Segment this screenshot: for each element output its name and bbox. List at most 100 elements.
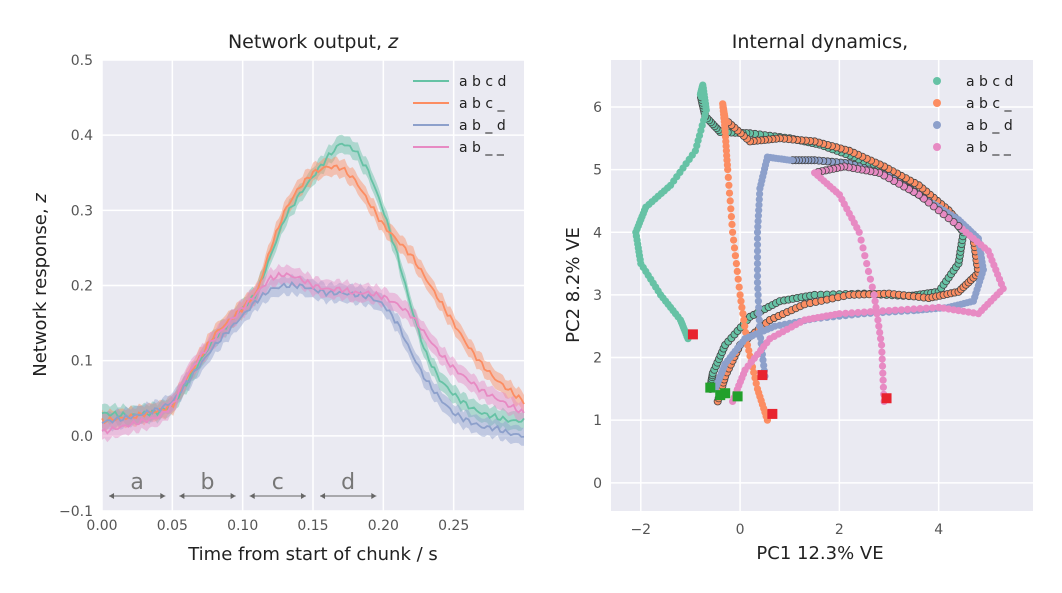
trajectory-point-a-b <box>891 306 899 314</box>
trajectory-point-a-b-c <box>736 291 744 299</box>
phase-label-d: d <box>341 470 355 495</box>
series-line-a-b <box>101 271 525 435</box>
legend-label-a-b-c-d: a b c d <box>966 74 1013 90</box>
left-x-tick-label: 0.20 <box>368 518 399 534</box>
trajectory-point-a-b-c <box>725 189 734 197</box>
trajectory-point-a-b-c <box>726 197 734 205</box>
trajectory-point-a-b-d <box>754 297 763 305</box>
right-tick-labels: −2 0 2 4 0 1 2 3 4 5 6 <box>593 100 943 538</box>
legend-label-a-b-c-d: a b c d <box>459 74 506 90</box>
series-band-a-b-c <box>102 156 524 432</box>
legend-label-a-b-d: a b _ d <box>966 118 1013 134</box>
trajectory-point-a-b <box>861 252 869 260</box>
right-y-tick-label: 6 <box>593 100 602 116</box>
left-x-tick-label: 0.05 <box>157 518 188 534</box>
right-y-tick-label: 3 <box>593 288 602 304</box>
phase-arrowhead-left-c <box>249 492 255 499</box>
left-y-axis-label: Network response, z <box>30 193 51 377</box>
trajectory-point-a-b-c <box>737 297 745 305</box>
trajectory-point-a-b-c <box>724 166 732 174</box>
trajectory-point-a-b-c <box>741 322 749 330</box>
phase-markers: a b c d <box>109 470 377 499</box>
trajectory-point-a-b-d <box>754 291 762 299</box>
right-y-tick-label: 2 <box>593 351 602 367</box>
phase-arrowhead-left-a <box>109 492 115 499</box>
left-y-tick-label: 0.2 <box>71 279 93 295</box>
left-y-tick-label: 0.3 <box>71 203 93 219</box>
trajectory-point-a-b-d <box>755 201 763 209</box>
trajectory-point-a-b-d <box>755 316 763 324</box>
trajectory-point-a-b <box>860 308 868 316</box>
trajectory-point-a-b <box>873 310 881 318</box>
trajectory-point-a-b <box>878 348 886 356</box>
trajectory-point-a-b <box>878 362 887 370</box>
series-band-a-b-d <box>102 273 524 446</box>
trajectory-point-a-b <box>878 341 886 349</box>
trajectory-point-a-b <box>835 310 844 318</box>
left-tick-labels: 0.00 0.05 0.10 0.15 0.20 0.25 −0.1 0.0 0.1 0.2 0.3… <box>59 53 469 534</box>
start-marker-a-b <box>732 391 743 402</box>
trajectory-point-a-b-c <box>739 310 747 318</box>
left-x-tick-label: 0.25 <box>438 518 469 534</box>
phase-arrowhead-left-d <box>320 492 326 499</box>
trajectory-point-a-b-c <box>728 220 736 228</box>
left-legend: a b c d a b c _a b _ d a b _ _ <box>413 74 506 156</box>
right-x-axis-label: PC1 12.3% VE <box>756 543 883 564</box>
start-marker-a-b-c-d <box>705 382 716 393</box>
trajectory-point-a-b-d <box>754 285 762 293</box>
series-line-a-b-c <box>101 164 525 425</box>
trajectory-point-a-b-d <box>754 212 763 220</box>
trajectory-point-a-b-c <box>735 283 743 291</box>
phase-label-b: b <box>201 470 215 495</box>
legend-label-a-b-d: a b _ d <box>459 118 506 134</box>
trajectory-point-a-b-d <box>755 310 763 318</box>
trajectory-point-a-b <box>877 335 885 343</box>
right-y-tick-label: 1 <box>593 413 602 429</box>
end-marker-a-b-d <box>757 370 768 381</box>
trajectory-point-a-b-d <box>753 260 762 268</box>
trajectory-point-a-b <box>866 308 875 316</box>
left-series-lines <box>101 142 525 438</box>
trajectory-point-a-b <box>910 305 918 313</box>
phase-arrowhead-right-a <box>160 492 166 499</box>
trajectory-point-a-b-d <box>753 266 762 274</box>
trajectory-point-a-b-c <box>751 374 759 382</box>
trajectory-point-a-b-c <box>750 368 758 376</box>
trajectory-point-a-b <box>872 303 880 311</box>
trajectory-point-a-b <box>868 283 876 291</box>
phase-label-c: c <box>272 470 284 495</box>
trajectory-point-a-b <box>855 228 863 236</box>
trajectory-point-a-b-d <box>753 234 762 243</box>
end-marker-a-b <box>881 393 892 404</box>
trajectory-point-a-b-d <box>753 228 762 236</box>
trajectory-point-a-b <box>842 309 850 317</box>
left-y-tick-label: 0.4 <box>71 128 93 144</box>
right-trajectories <box>632 81 1007 424</box>
trajectory-point-a-b-d <box>753 247 762 255</box>
trajectory-point-a-b-d <box>755 206 763 214</box>
left-chart-title: Network output, z <box>228 31 399 53</box>
right-y-tick-label: 5 <box>593 163 602 179</box>
trajectory-point-a-b-d <box>755 303 763 311</box>
trajectory-point-a-b <box>859 244 867 252</box>
trajectory-point-a-b-d <box>754 217 762 225</box>
trajectory-point-a-b-c <box>752 379 760 387</box>
trajectory-point-a-b <box>857 236 865 244</box>
legend-swatch-a-b <box>933 143 941 151</box>
left-y-tick-label: 0.1 <box>71 354 93 370</box>
trajectory-point-a-b <box>871 297 879 305</box>
trajectory-point-a-b-d <box>756 328 764 337</box>
start-end-markers <box>687 329 892 419</box>
trajectory-point-a-b <box>879 369 887 377</box>
legend-label-a-b-c: a b c _ <box>966 96 1013 112</box>
end-marker-a-b-c-d <box>687 329 698 340</box>
trajectory-point-a-b-c <box>729 228 737 236</box>
left-x-tick-label: 0.10 <box>227 518 258 534</box>
right-x-tick-label: 2 <box>835 522 844 538</box>
right-x-tick-label: 0 <box>736 522 745 538</box>
right-chart-title: Internal dynamics, <box>732 31 908 53</box>
legend-label-a-b: a b _ _ <box>459 140 505 156</box>
trajectory-point-a-b <box>885 307 893 315</box>
trajectory-point-a-b-c <box>734 275 742 283</box>
